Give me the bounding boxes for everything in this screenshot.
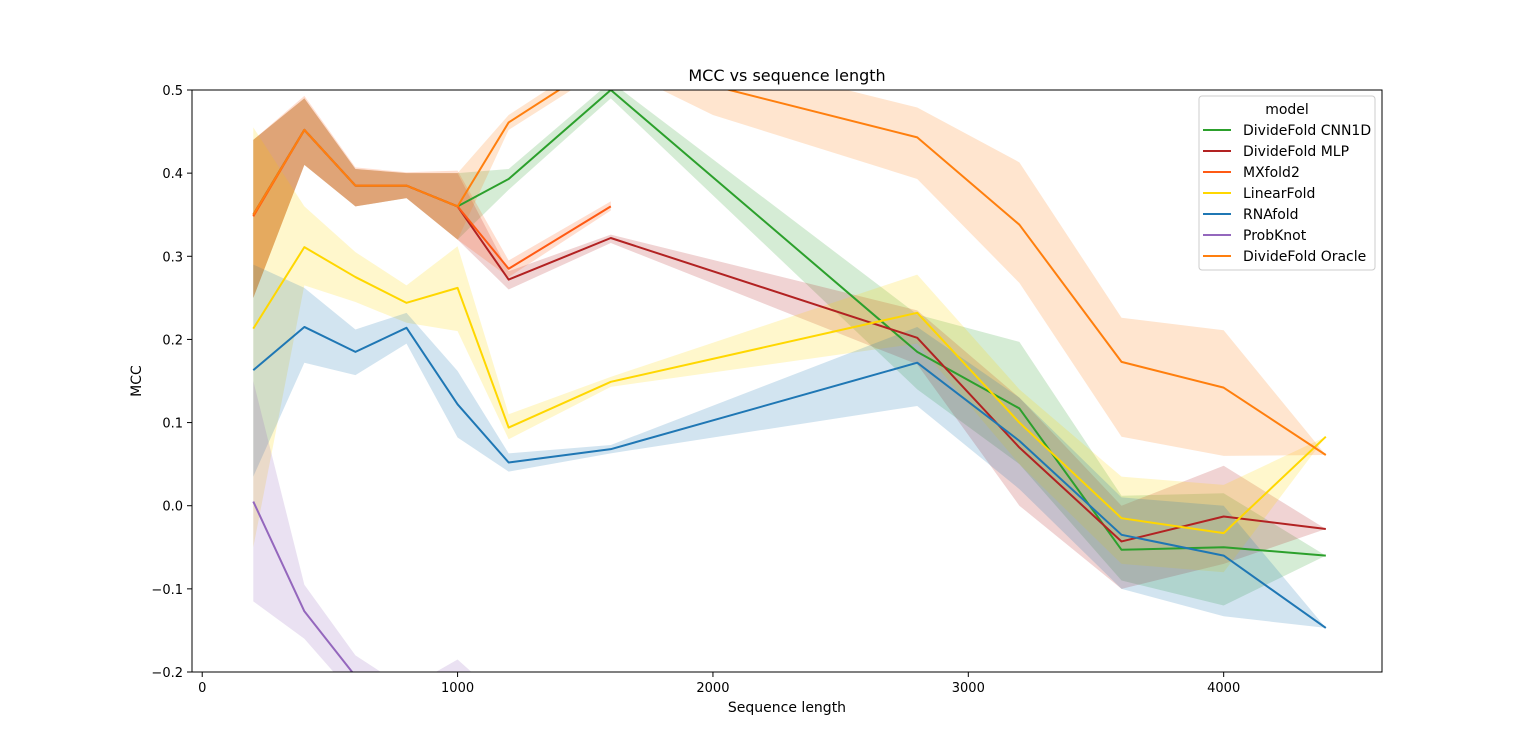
series-lines — [252, 90, 1327, 672]
y-tick-label: 0.1 — [162, 417, 183, 432]
legend-label: DivideFold MLP — [1243, 144, 1349, 160]
y-tick-label: 0.4 — [162, 167, 183, 182]
legend-item-dividefold-mlp: DivideFold MLP — [1203, 144, 1349, 160]
legend-item-rnafold: RNAfold — [1203, 207, 1299, 223]
legend-label: MXfold2 — [1243, 165, 1300, 181]
legend-label: LinearFold — [1243, 186, 1315, 202]
legend-label: DivideFold CNN1D — [1243, 123, 1371, 139]
dividefold-mlp-confidence-band — [253, 98, 1326, 589]
probknot-line — [252, 501, 354, 672]
x-axis-label: Sequence length — [728, 700, 846, 716]
legend-frame — [1198, 95, 1376, 271]
x-tick-label: 4000 — [1207, 681, 1240, 696]
y-tick-label: −0.2 — [151, 666, 183, 681]
legend-title: model — [1265, 102, 1309, 118]
y-tick-label: 0.0 — [162, 500, 183, 515]
dividefold-oracle-confidence-band — [253, 90, 1326, 456]
confidence-bands — [253, 90, 1326, 672]
x-tick-label: 3000 — [952, 681, 985, 696]
legend-label: DivideFold Oracle — [1243, 249, 1366, 265]
legend: model DivideFold CNN1D DivideFold MLP MXfo… — [1198, 95, 1376, 271]
rnafold-line — [252, 325, 1327, 629]
plot-frame — [191, 89, 1383, 673]
legend-item-dividefold-cnn1d: DivideFold CNN1D — [1203, 123, 1371, 139]
dividefold-oracle-line — [252, 90, 1327, 456]
linearfold-line — [252, 246, 1327, 535]
legend-item-dividefold-oracle: DivideFold Oracle — [1203, 249, 1366, 265]
chart-title: MCC vs sequence length — [688, 66, 885, 85]
legend-item-probknot: ProbKnot — [1203, 228, 1307, 244]
y-tick-label: 0.5 — [162, 84, 183, 99]
legend-label: RNAfold — [1243, 207, 1299, 223]
y-axis: −0.2 −0.1 0.0 0.1 0.2 0.3 0.4 0.5 — [151, 84, 192, 681]
x-tick-label: 2000 — [696, 681, 729, 696]
rnafold-confidence-band — [253, 264, 1326, 628]
x-tick-label: 0 — [198, 681, 206, 696]
probknot-confidence-band — [253, 381, 472, 672]
legend-item-mxfold2: MXfold2 — [1203, 165, 1300, 181]
x-axis: 0 1000 2000 3000 4000 — [198, 672, 1240, 696]
legend-label: ProbKnot — [1243, 228, 1307, 244]
legend-item-linearfold: LinearFold — [1203, 186, 1315, 202]
y-tick-label: −0.1 — [151, 583, 183, 598]
x-tick-label: 1000 — [441, 681, 474, 696]
y-tick-label: 0.3 — [162, 250, 183, 265]
y-tick-label: 0.2 — [162, 333, 183, 348]
y-axis-label: MCC — [129, 365, 145, 397]
